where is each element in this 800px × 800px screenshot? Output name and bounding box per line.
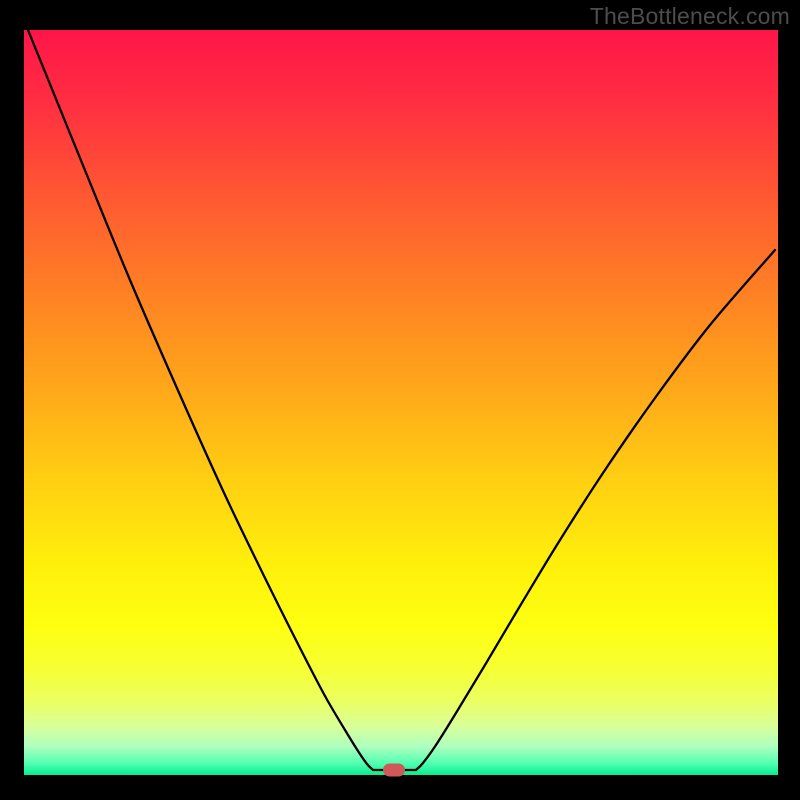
bottleneck-chart <box>0 0 800 800</box>
watermark-text: TheBottleneck.com <box>590 3 790 30</box>
gradient-background <box>24 30 778 775</box>
optimal-marker <box>383 764 405 777</box>
